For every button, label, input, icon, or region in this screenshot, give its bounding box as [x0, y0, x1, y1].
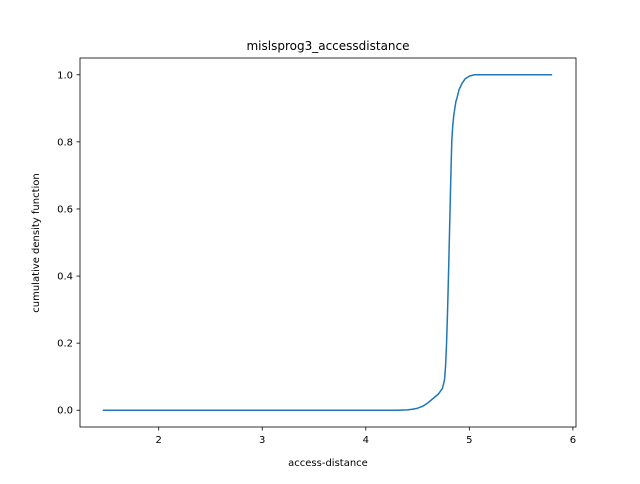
x-tick-label: 3: [259, 435, 265, 446]
y-tick-label: 0.0: [57, 406, 73, 417]
x-tick-label: 4: [363, 435, 369, 446]
x-tick-label: 5: [466, 435, 472, 446]
chart-title: mislsprog3_accessdistance: [246, 39, 409, 53]
x-tick-label: 2: [156, 435, 162, 446]
y-tick-label: 0.4: [57, 272, 73, 283]
y-tick-label: 1.0: [57, 70, 73, 81]
y-tick-label: 0.2: [57, 339, 73, 350]
y-axis-label: cumulative density function: [31, 173, 42, 312]
y-tick-label: 0.6: [57, 204, 73, 215]
axes-frame: [79, 57, 577, 428]
plot-area: 2 3 4 5 6 0.0 0.2 0.4 0.6 0.8 1.0: [57, 57, 577, 446]
x-axis-label: access-distance: [288, 458, 368, 469]
cdf-line: [102, 74, 553, 411]
y-tick-label: 0.8: [57, 137, 73, 148]
x-tick-label: 6: [570, 435, 576, 446]
